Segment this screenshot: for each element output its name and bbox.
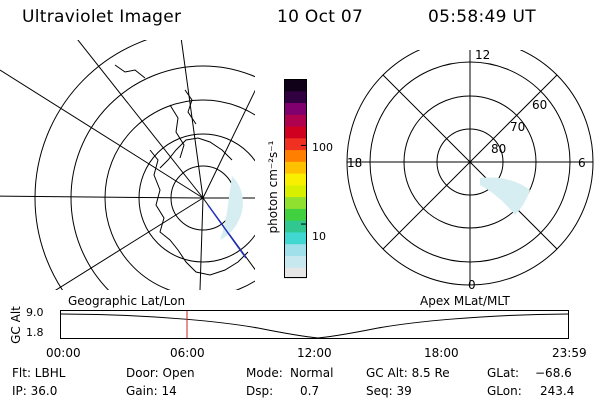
colorbar-band — [284, 184, 307, 198]
timeline-x-tick-0000: 00:00 — [46, 346, 81, 360]
sequence-info: Seq: 39 — [366, 384, 412, 398]
mode-value: Normal — [290, 366, 334, 380]
timeline-x-tick-0600: 06:00 — [170, 346, 205, 360]
dsp-label: Dsp: — [246, 384, 274, 398]
polar-mlt-grid — [346, 50, 594, 286]
timeline-y-axis-label: GC Alt — [9, 306, 23, 344]
colorbar-band — [284, 231, 307, 245]
geographic-panel-label: Geographic Lat/Lon — [68, 294, 186, 308]
mlat-label-60: 60 — [532, 98, 548, 112]
colorbar-tick-label-10: 10 — [312, 230, 326, 243]
colorbar-band — [284, 243, 307, 256]
gain-info: Gain: 14 — [126, 384, 177, 398]
colorbar-band — [284, 267, 307, 279]
glon-value: 243.4 — [540, 384, 575, 398]
time-label: 05:58:49 UT — [428, 7, 536, 27]
colorbar-band — [284, 137, 307, 151]
date-label: 10 Oct 07 — [277, 7, 364, 27]
colorbar-band — [284, 255, 307, 268]
glon-label: GLon: — [487, 384, 522, 398]
colorbar-unit-label: photon cm⁻²s⁻¹ — [266, 140, 280, 234]
mlat-label-70: 70 — [510, 120, 526, 134]
colorbar-band — [284, 208, 307, 221]
mlt-label-6: 6 — [578, 156, 586, 170]
colorbar-band — [284, 196, 307, 209]
filter-info: Flt: LBHL — [12, 366, 66, 380]
app-title: Ultraviolet Imager — [22, 7, 182, 27]
colorbar-band — [284, 102, 307, 115]
mlt-label-12: 12 — [475, 48, 491, 62]
door-info: Door: Open — [126, 366, 195, 380]
glat-value: −68.6 — [535, 366, 572, 380]
color-scale-bar — [284, 79, 307, 279]
timeline-x-tick-1800: 18:00 — [424, 346, 459, 360]
mlt-label-18: 18 — [347, 156, 363, 170]
gc-alt-info: GC Alt: 8.5 Re — [366, 366, 450, 380]
timeline-x-tick-2359: 23:59 — [552, 346, 587, 360]
timeline-y-tick-top: 9.0 — [26, 306, 44, 319]
colorbar-band — [284, 126, 307, 139]
mlt-label-0: 0 — [468, 278, 476, 292]
ip-info: IP: 36.0 — [12, 384, 58, 398]
timeline-y-tick-bottom: 1.8 — [26, 326, 44, 339]
colorbar-band — [284, 149, 307, 162]
colorbar-band — [284, 161, 307, 174]
orbit-timeline-plot — [60, 310, 569, 339]
geographic-map — [0, 40, 255, 290]
colorbar-band — [284, 79, 307, 92]
colorbar-band — [284, 173, 307, 186]
mlat-label-80: 80 — [491, 142, 507, 156]
apex-panel-label: Apex MLat/MLT — [420, 294, 510, 308]
colorbar-tick-label-100: 100 — [312, 141, 333, 154]
mode-label: Mode: — [246, 366, 283, 380]
dsp-value: 0.7 — [300, 384, 320, 398]
colorbar-band — [284, 114, 307, 127]
timeline-x-tick-1200: 12:00 — [297, 346, 332, 360]
glat-label: GLat: — [487, 366, 520, 380]
colorbar-band — [284, 90, 307, 104]
colorbar-band — [284, 220, 307, 233]
